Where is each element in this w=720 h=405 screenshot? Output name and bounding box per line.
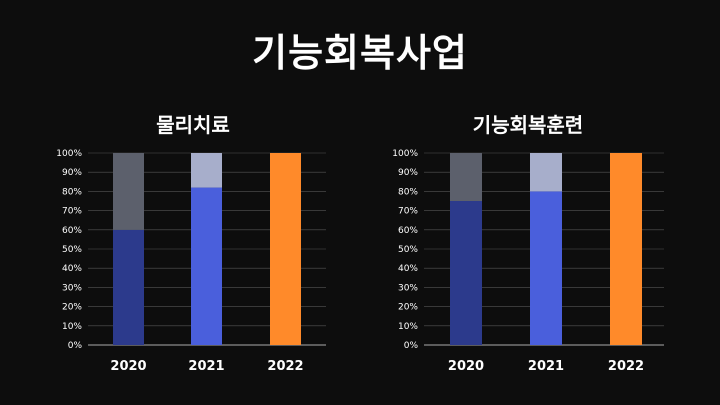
bar-segment-bottom [530, 191, 562, 345]
y-tick-label: 10% [398, 322, 418, 332]
chart-physical-therapy: 물리치료 0% 10% 20% 30% 40% 50% 60% 70% 80% 90% 100% 202… [56, 113, 326, 374]
bar-segment-top [450, 153, 482, 201]
chart-title: 기능회복훈련 [473, 113, 583, 137]
category-label: 2020 [110, 359, 146, 374]
y-tick-label: 90% [62, 168, 82, 178]
bar-segment-bottom [450, 201, 482, 345]
bar-segment-top [191, 153, 222, 188]
y-tick-label: 60% [62, 226, 82, 236]
chart-title: 물리치료 [156, 113, 230, 137]
y-tick-label: 40% [62, 264, 82, 274]
bar-segment-bottom [610, 153, 642, 345]
y-tick-label: 60% [398, 226, 418, 236]
category-label: 2021 [188, 359, 224, 374]
y-tick-label: 50% [62, 245, 82, 255]
y-tick-label: 40% [398, 264, 418, 274]
page-title: 기능회복사업 [252, 31, 468, 75]
category-label: 2022 [608, 359, 644, 374]
y-tick-label: 0% [68, 341, 83, 351]
y-tick-label: 90% [398, 168, 418, 178]
y-tick-label: 80% [398, 187, 418, 197]
bar-segment-bottom [113, 229, 144, 345]
y-tick-label: 70% [62, 207, 82, 217]
bar-segment-top [113, 153, 144, 230]
y-tick-label: 0% [404, 341, 419, 351]
category-label: 2020 [448, 359, 484, 374]
y-tick-label: 20% [398, 303, 418, 313]
y-tick-label: 100% [392, 149, 418, 159]
bar-segment-bottom [270, 153, 301, 345]
bar-segment-top [530, 153, 562, 192]
y-tick-label: 30% [398, 283, 418, 293]
y-tick-label: 10% [62, 322, 82, 332]
y-tick-label: 70% [398, 207, 418, 217]
chart-function-recovery-training: 기능회복훈련 0% 10% 20% 30% 40% 50% 60% 70% 80% 90% 100% 2… [392, 113, 664, 374]
y-tick-label: 30% [62, 283, 82, 293]
y-tick-label: 20% [62, 303, 82, 313]
y-tick-label: 50% [398, 245, 418, 255]
category-label: 2022 [267, 359, 303, 374]
bar-segment-bottom [191, 187, 222, 345]
category-label: 2021 [528, 359, 564, 374]
y-tick-label: 100% [56, 149, 82, 159]
y-tick-label: 80% [62, 187, 82, 197]
